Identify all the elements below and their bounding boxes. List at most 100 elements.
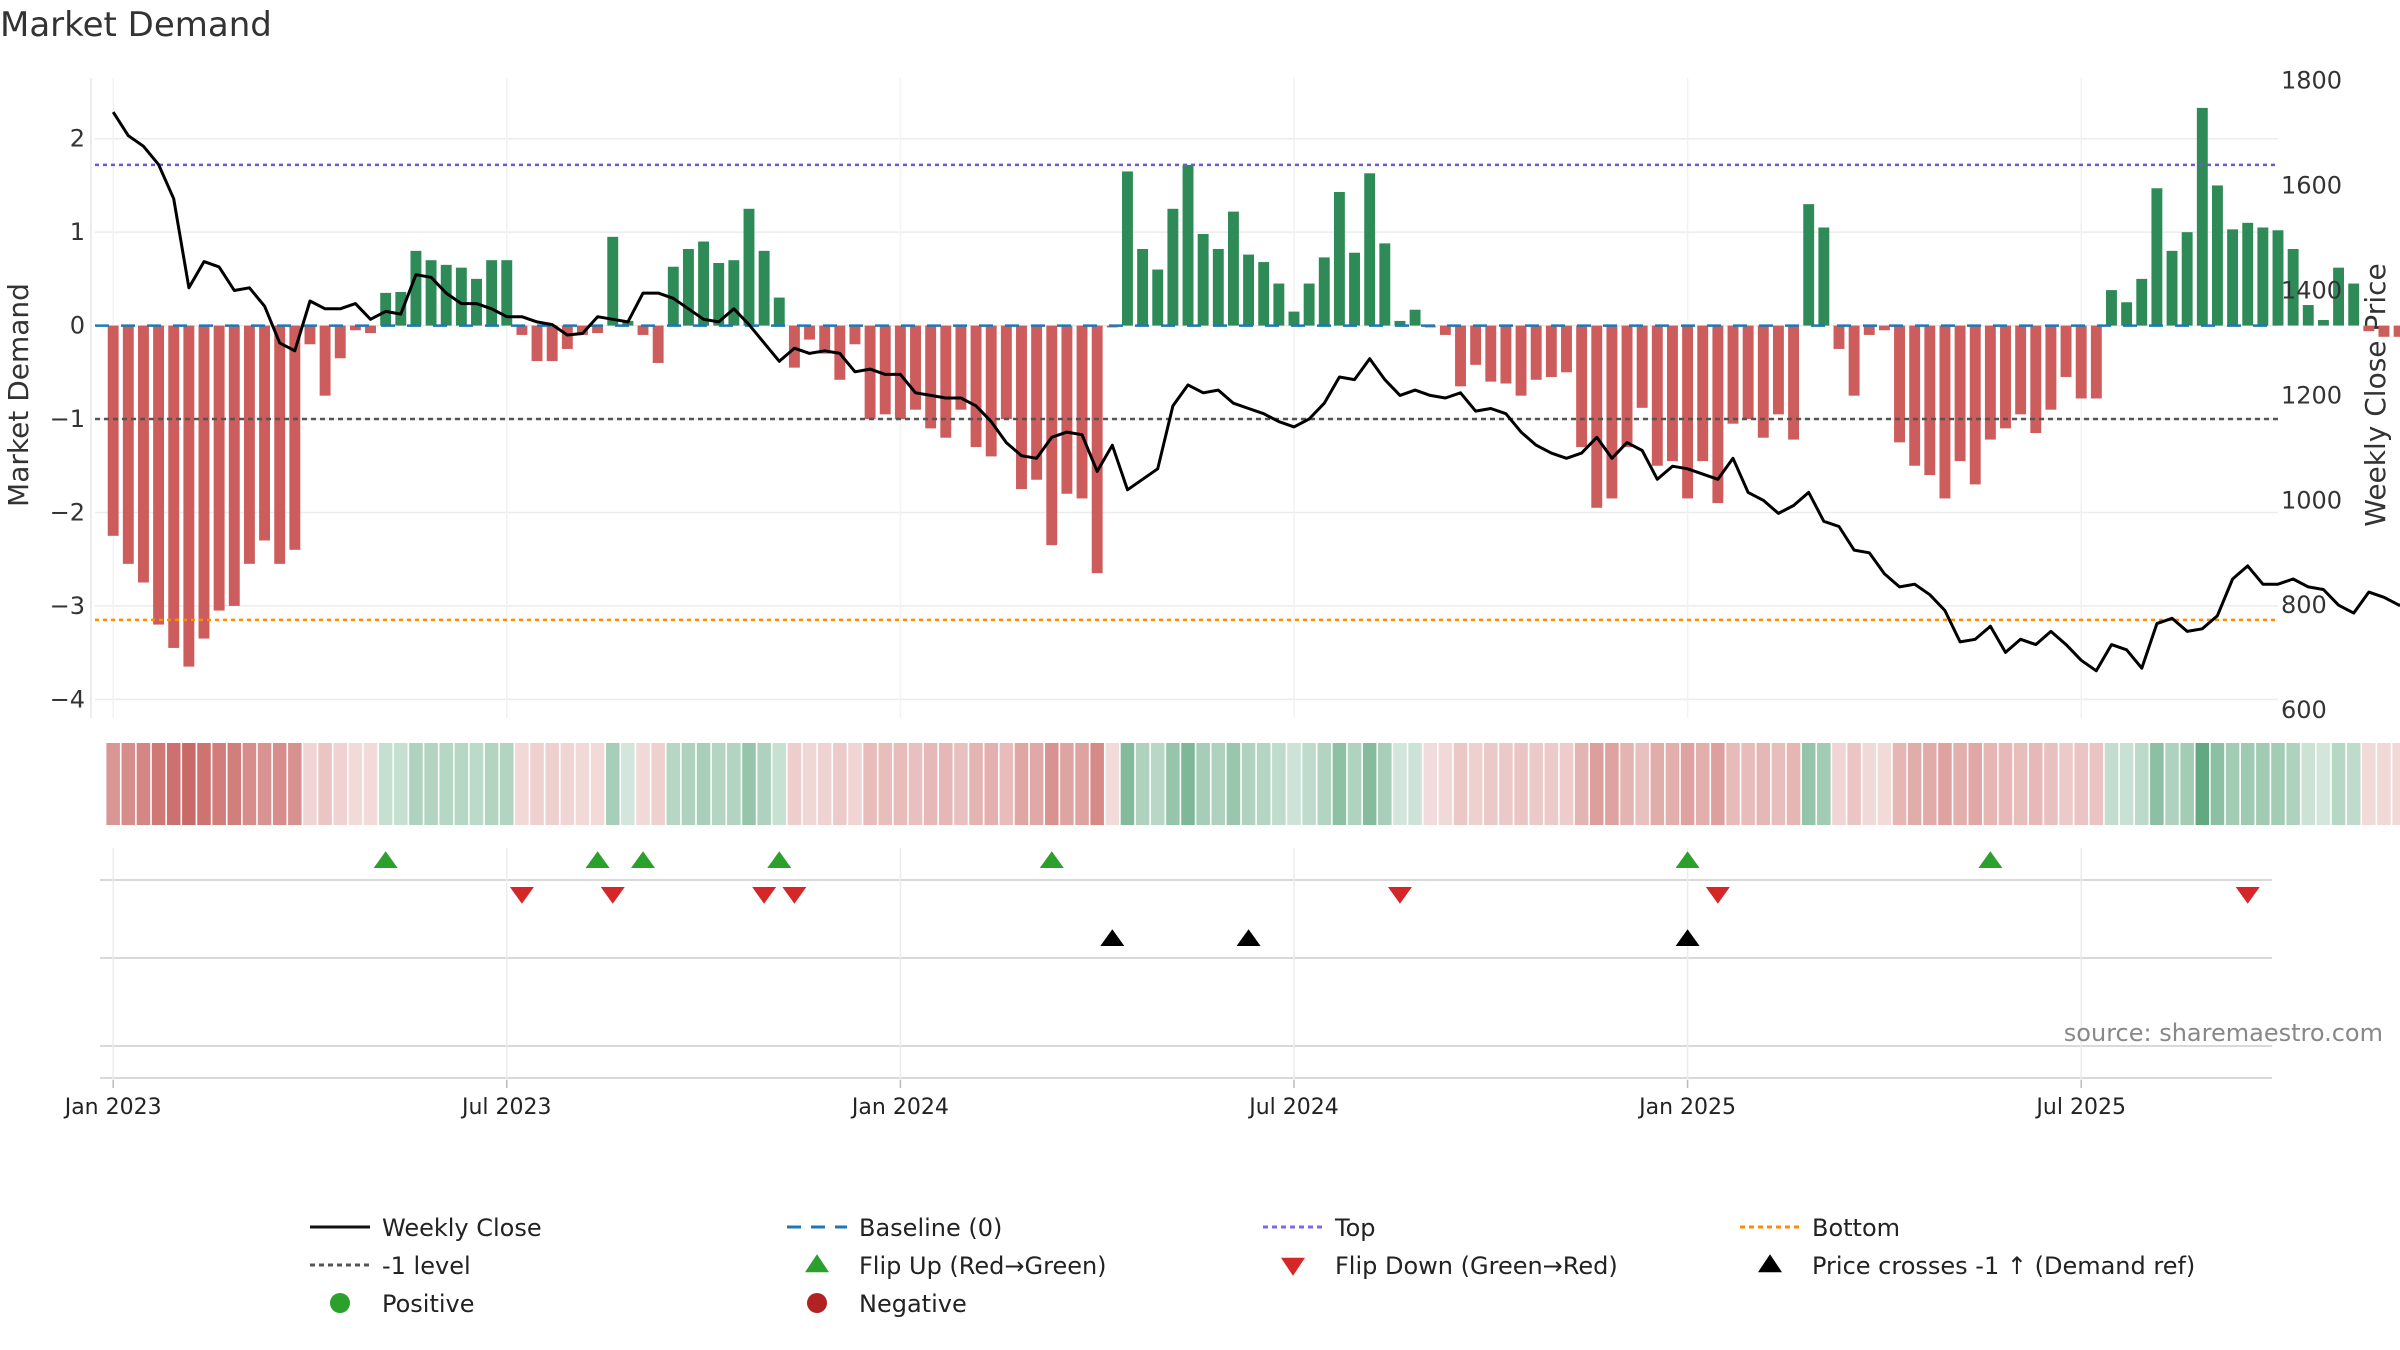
heat-cell	[2392, 743, 2400, 825]
heat-cell	[1317, 743, 1332, 825]
negative-bar	[1863, 325, 1875, 335]
heat-cell	[1211, 743, 1226, 825]
negative-bar	[1031, 325, 1043, 480]
positive-bar	[1318, 257, 1330, 326]
negative-bar	[1500, 325, 1512, 384]
heat-cell	[1968, 743, 1982, 825]
heat-cell	[1120, 743, 1135, 825]
flip-up-marker	[767, 851, 792, 868]
negative-bar	[1924, 325, 1936, 476]
x-axis-ticks: Jan 2023 Jul 2023 Jan 2024 Jul 2024 Jan 2025…	[63, 1080, 2126, 1120]
negative-bar	[637, 325, 649, 335]
heat-cell	[2074, 743, 2088, 825]
negative-bar	[1742, 325, 1754, 420]
positive-bar	[1349, 252, 1360, 326]
legend: Weekly Close Baseline (0) Top Bottom -1 leve…	[310, 1214, 2195, 1318]
negative-bar	[1651, 325, 1663, 466]
heat-cell	[2286, 743, 2300, 825]
heat-cell	[1423, 743, 1438, 825]
flip-up-marker	[1039, 851, 1064, 868]
heat-cell	[1272, 743, 1286, 825]
positive-bar	[2227, 229, 2239, 326]
heat-cell	[2362, 743, 2376, 825]
positive-bar	[1273, 283, 1285, 326]
negative-bar	[1697, 325, 1709, 462]
heat-cell	[1801, 743, 1816, 825]
heat-cell	[1817, 743, 1831, 825]
demand-heat-strip	[106, 743, 2400, 825]
positive-bar	[2333, 267, 2345, 326]
positive-bar	[1818, 227, 1830, 326]
heat-cell	[833, 743, 847, 825]
negative-bar	[1636, 325, 1648, 408]
heat-cell	[1907, 743, 1922, 825]
heat-cell	[272, 743, 287, 825]
negative-bar	[304, 325, 316, 345]
heat-cell	[2240, 743, 2255, 825]
negative-bar	[2030, 325, 2042, 434]
heat-cell	[1256, 743, 1271, 825]
negative-bar	[2393, 325, 2400, 337]
negative-bar	[259, 325, 271, 541]
legend-label: Price crosses -1 ↑ (Demand ref)	[1812, 1252, 2195, 1280]
negative-bar	[2045, 325, 2057, 410]
heat-cell	[1741, 743, 1755, 825]
heat-cell	[696, 743, 711, 825]
negative-bar	[1576, 325, 1588, 448]
negative-bar	[819, 325, 831, 354]
positive-bar	[440, 264, 452, 326]
negative-bar	[1091, 325, 1103, 574]
heat-cell	[136, 743, 151, 825]
negative-bar	[334, 325, 346, 359]
positive-bar	[607, 236, 619, 326]
demand-bars	[107, 107, 2400, 667]
negative-bar	[365, 325, 376, 334]
left-tick-label: −2	[50, 498, 85, 526]
negative-bar	[804, 325, 815, 340]
positive-bar	[743, 208, 755, 326]
negative-bar	[1682, 325, 1694, 499]
positive-bar	[425, 260, 437, 326]
heat-cell	[969, 743, 983, 825]
x-tick-label: Jul 2024	[1247, 1095, 1339, 1120]
positive-bar	[2317, 319, 2329, 326]
legend-label: Weekly Close	[382, 1214, 542, 1242]
negative-bar	[1439, 325, 1451, 335]
positive-bar	[1409, 309, 1421, 326]
negative-bar	[516, 325, 528, 335]
negative-bar	[1076, 325, 1088, 499]
heat-cell	[1635, 743, 1649, 825]
flip-down-marker	[782, 887, 807, 904]
negative-bar	[1878, 325, 1890, 331]
flip-up-marker	[1978, 851, 2003, 868]
negative-bar	[319, 325, 331, 396]
heat-cell	[1453, 743, 1468, 825]
flip-down-marker	[600, 887, 625, 904]
positive-bar	[395, 291, 407, 326]
positive-bar	[455, 267, 467, 326]
heat-cell	[666, 743, 681, 825]
right-tick-label: 1400	[2281, 276, 2342, 304]
source-label: source: sharemaestro.com	[2064, 1019, 2383, 1047]
heat-cell	[1544, 743, 1559, 825]
positive-bar	[1243, 254, 1255, 326]
right-tick-label: 1600	[2281, 172, 2342, 200]
heat-cell	[1756, 743, 1771, 825]
negative-bar	[561, 325, 573, 349]
heat-cell	[1726, 743, 1740, 825]
flip-up-marker	[631, 851, 656, 868]
legend-label: Positive	[382, 1290, 475, 1318]
negative-bar	[1833, 325, 1845, 349]
heat-cell	[454, 743, 469, 825]
heat-cell	[515, 743, 529, 825]
heat-cell	[575, 743, 590, 825]
heat-cell	[2029, 743, 2043, 825]
negative-bar	[2060, 325, 2072, 377]
negative-bar	[1667, 325, 1678, 462]
heat-cell	[560, 743, 575, 825]
positive-bar	[1167, 208, 1179, 326]
heat-cell	[151, 743, 166, 825]
right-tick-label: 1200	[2281, 381, 2342, 409]
negative-bar	[1561, 325, 1572, 373]
heat-cell	[1362, 743, 1377, 825]
